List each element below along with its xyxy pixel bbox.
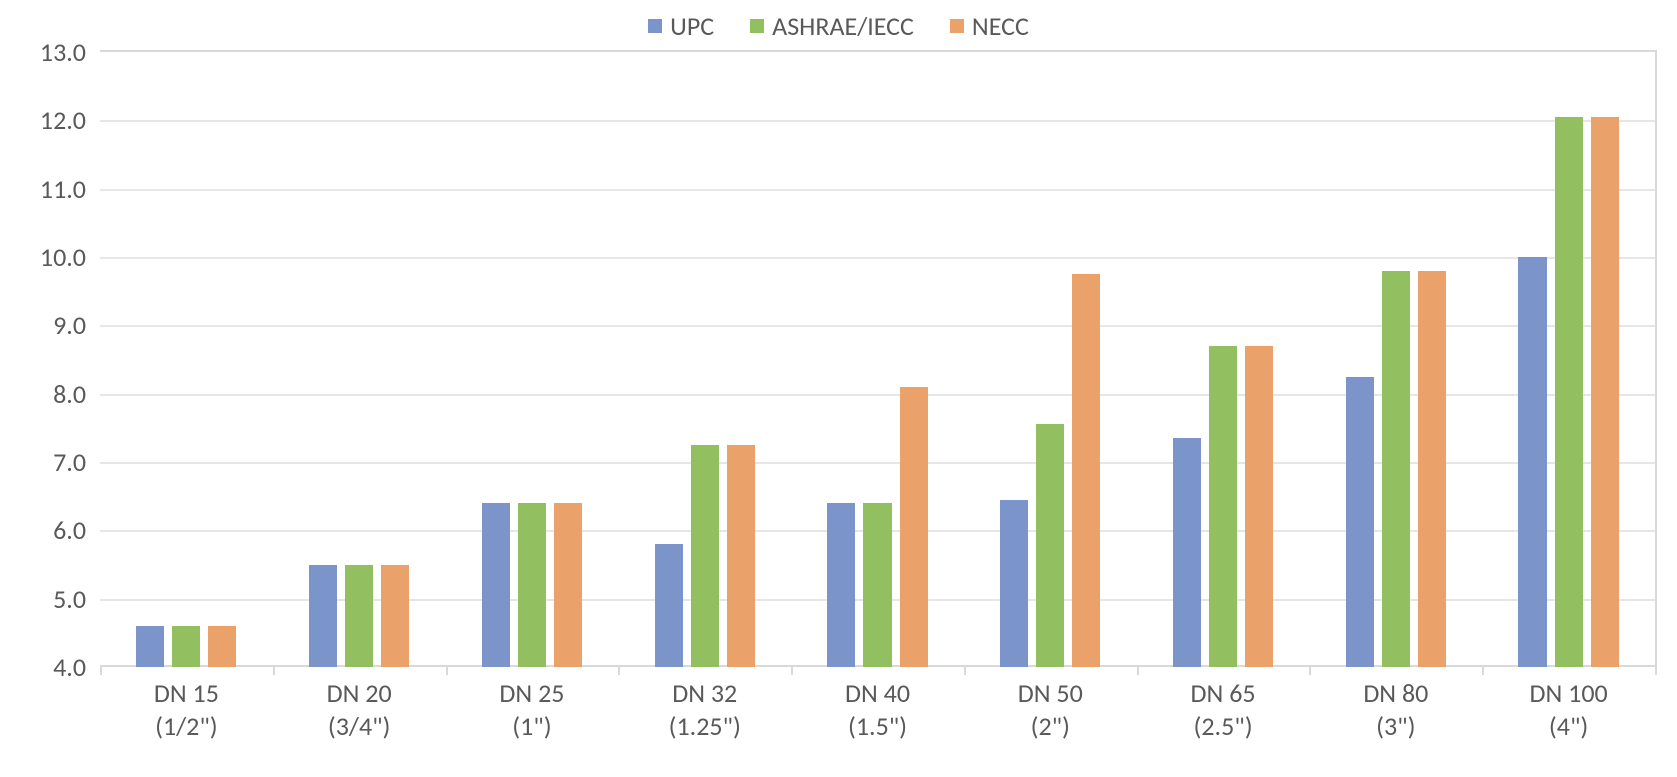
bar-group <box>1309 52 1482 667</box>
legend-item: ASHRAE/IECC <box>750 10 914 42</box>
legend-item: NECC <box>950 10 1029 42</box>
bar <box>208 626 236 667</box>
legend-swatch <box>648 19 662 33</box>
legend-swatch <box>750 19 764 33</box>
xtick-line1: DN 40 <box>791 677 964 710</box>
bar-group <box>446 52 619 667</box>
bar <box>482 503 510 667</box>
ytick-label: 13.0 <box>40 36 100 68</box>
ytick-label: 10.0 <box>40 241 100 273</box>
legend-label: UPC <box>670 10 714 42</box>
xtick-line2: (1/2") <box>100 710 273 743</box>
bar <box>381 565 409 668</box>
xtick-line1: DN 20 <box>273 677 446 710</box>
bar <box>1418 271 1446 667</box>
bar <box>727 445 755 667</box>
bar <box>172 626 200 667</box>
bar <box>1346 377 1374 667</box>
ytick-label: 11.0 <box>40 173 100 205</box>
xtick-label: DN 20(3/4") <box>273 667 446 742</box>
bar <box>691 445 719 667</box>
xtick-label: DN 50(2") <box>964 667 1137 742</box>
xtick-label: DN 40(1.5") <box>791 667 964 742</box>
bar <box>309 565 337 668</box>
xtick-line2: (3") <box>1309 710 1482 743</box>
bar <box>345 565 373 668</box>
bar-group <box>964 52 1137 667</box>
xtick-line2: (1.25") <box>618 710 791 743</box>
ytick-label: 6.0 <box>53 514 100 546</box>
xtick-line1: DN 32 <box>618 677 791 710</box>
bar-group <box>791 52 964 667</box>
legend-item: UPC <box>648 10 714 42</box>
xtick-line1: DN 15 <box>100 677 273 710</box>
xtick-line2: (1") <box>446 710 619 743</box>
ytick-label: 12.0 <box>40 104 100 136</box>
xtick-label: DN 32(1.25") <box>618 667 791 742</box>
xtick-line2: (3/4") <box>273 710 446 743</box>
ytick-label: 4.0 <box>53 651 100 683</box>
xtick-line1: DN 50 <box>964 677 1137 710</box>
bar <box>518 503 546 667</box>
ytick-label: 7.0 <box>53 446 100 478</box>
xtick-label: DN 65(2.5") <box>1137 667 1310 742</box>
ytick-label: 9.0 <box>53 309 100 341</box>
bar-group <box>273 52 446 667</box>
bar <box>1173 438 1201 667</box>
bar <box>863 503 891 667</box>
legend: UPC ASHRAE/IECC NECC <box>0 8 1677 42</box>
xtick-label: DN 15(1/2") <box>100 667 273 742</box>
bar <box>1036 424 1064 667</box>
legend-label: ASHRAE/IECC <box>772 10 914 42</box>
bar <box>827 503 855 667</box>
bar <box>900 387 928 667</box>
bar-group <box>1482 52 1655 667</box>
ytick-label: 5.0 <box>53 583 100 615</box>
xtick-line2: (2") <box>964 710 1137 743</box>
bar <box>655 544 683 667</box>
xtick-line2: (1.5") <box>791 710 964 743</box>
xtick-line2: (4") <box>1482 710 1655 743</box>
bar <box>1555 117 1583 667</box>
xtick-line1: DN 65 <box>1137 677 1310 710</box>
xtick-line2: (2.5") <box>1137 710 1310 743</box>
xtick-label: DN 100(4") <box>1482 667 1655 742</box>
bar-group <box>1137 52 1310 667</box>
xtick-line1: DN 80 <box>1309 677 1482 710</box>
ytick-label: 8.0 <box>53 378 100 410</box>
bar <box>554 503 582 667</box>
bar <box>1000 500 1028 667</box>
bar <box>1072 274 1100 667</box>
bar-chart: UPCASHRAE/IECCNECC 4.05.06.07.08.09.010.… <box>0 0 1677 777</box>
bar <box>1382 271 1410 667</box>
bar-group <box>618 52 791 667</box>
bar <box>1245 346 1273 667</box>
legend-label: NECC <box>972 10 1029 42</box>
bar <box>1209 346 1237 667</box>
bar <box>1591 117 1619 667</box>
xtick-label: DN 80(3") <box>1309 667 1482 742</box>
xtick-line1: DN 25 <box>446 677 619 710</box>
bar <box>136 626 164 667</box>
xtick-line1: DN 100 <box>1482 677 1655 710</box>
bar-group <box>100 52 273 667</box>
legend-swatch <box>950 19 964 33</box>
xtick-label: DN 25(1") <box>446 667 619 742</box>
xtick-mark <box>1655 667 1657 675</box>
bar <box>1518 257 1546 667</box>
plot-area: 4.05.06.07.08.09.010.011.012.013.0DN 15(… <box>100 50 1657 667</box>
